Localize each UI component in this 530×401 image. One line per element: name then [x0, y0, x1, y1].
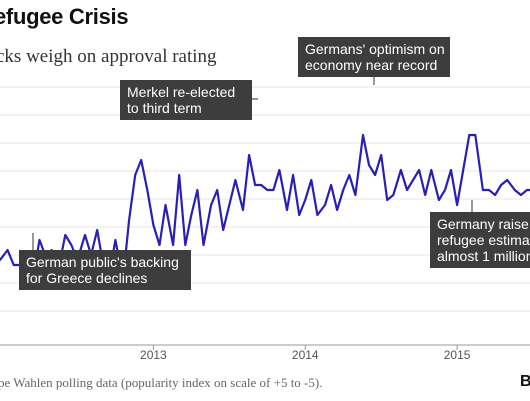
annotation-box	[19, 250, 191, 290]
annotation-text: refugee estima	[437, 232, 530, 248]
annotation-leaders	[32, 77, 473, 250]
annotation-text: Germany raise	[437, 216, 529, 232]
x-tick-label: 2013	[140, 348, 167, 362]
brand-logo: B	[520, 373, 530, 390]
x-tick-label: 2014	[292, 348, 319, 362]
annotation-text: almost 1 million	[437, 248, 530, 264]
source-note: pe Wahlen polling data (popularity index…	[0, 375, 323, 390]
annotation-text: Germans' optimism on	[305, 41, 445, 57]
annotation-text: German public's backing	[26, 254, 179, 270]
x-tick-label: 2015	[444, 348, 471, 362]
annotation-text: to third term	[127, 100, 202, 116]
annotation-text: for Greece declines	[26, 270, 147, 286]
grid	[0, 86, 530, 312]
annotation-box	[430, 212, 530, 268]
chart-title: efugee Crisis	[0, 4, 129, 29]
annotation-box	[120, 80, 252, 120]
annotation-box	[298, 37, 450, 77]
chart-subtitle: cks weigh on approval rating	[0, 46, 217, 67]
x-axis: 2013 2014 2015	[0, 344, 530, 362]
annotation-text: economy near record	[305, 57, 437, 73]
annotation-text: Merkel re-elected	[127, 84, 235, 100]
